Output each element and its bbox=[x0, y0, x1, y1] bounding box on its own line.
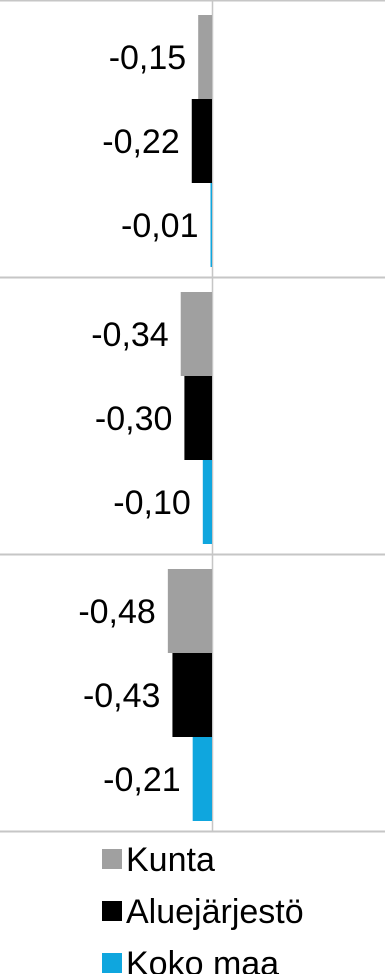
bar-kunta-3 bbox=[167, 569, 212, 653]
legend: Kunta Aluejärjestö Koko maa bbox=[102, 841, 304, 974]
data-label: -0,21 bbox=[103, 761, 181, 799]
legend-swatch bbox=[102, 849, 122, 869]
legend-swatch bbox=[102, 901, 122, 921]
data-label: -0,34 bbox=[91, 316, 169, 354]
data-label: -0,30 bbox=[95, 400, 173, 438]
data-label: -0,01 bbox=[121, 207, 199, 245]
data-labels-group: -0,15 -0,22 -0,01 -0,34 -0,30 -0,10 -0,48 -0,43… bbox=[78, 39, 198, 799]
legend-label: Koko maa bbox=[126, 945, 279, 974]
bar-kunta-2 bbox=[180, 292, 212, 376]
data-label: -0,22 bbox=[102, 123, 180, 161]
data-label: -0,48 bbox=[78, 593, 156, 631]
bar-aluej-rjest--1 bbox=[191, 99, 212, 183]
bar-kunta-1 bbox=[198, 15, 212, 99]
gridlines bbox=[0, 0, 385, 833]
data-label: -0,10 bbox=[113, 484, 191, 522]
bar-aluej-rjest--3 bbox=[172, 653, 212, 737]
bar-koko-maa-1 bbox=[210, 183, 212, 267]
legend-label: Kunta bbox=[126, 841, 215, 879]
bars-group bbox=[167, 15, 212, 821]
legend-swatch bbox=[102, 953, 122, 973]
bar-aluej-rjest--2 bbox=[184, 376, 212, 460]
data-label: -0,43 bbox=[83, 677, 161, 715]
data-label: -0,15 bbox=[109, 39, 187, 77]
bar-koko-maa-3 bbox=[192, 737, 212, 821]
legend-label: Aluejärjestö bbox=[126, 893, 304, 931]
bar-koko-maa-2 bbox=[202, 460, 212, 544]
